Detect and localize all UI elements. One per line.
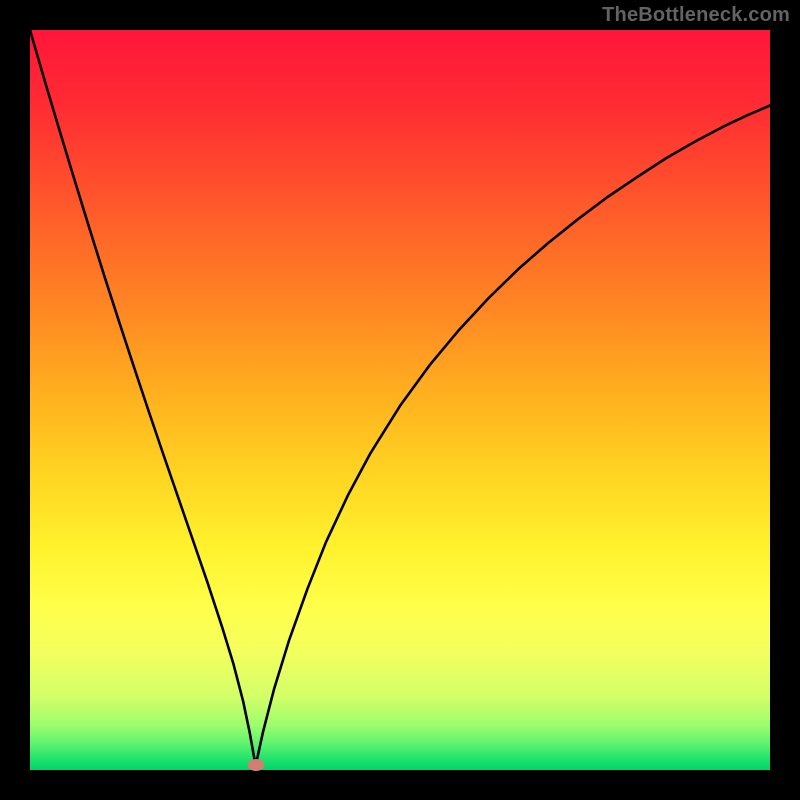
chart-plot-area: [30, 30, 770, 770]
watermark-text: TheBottleneck.com: [602, 4, 790, 27]
minimum-marker: [247, 759, 264, 771]
chart-background-gradient: [30, 30, 770, 770]
